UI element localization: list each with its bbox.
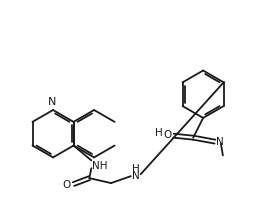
Text: N: N xyxy=(48,97,56,107)
Text: N: N xyxy=(132,171,140,181)
Text: H: H xyxy=(155,128,163,138)
Text: O: O xyxy=(163,130,172,140)
Text: NH: NH xyxy=(92,161,108,171)
Text: N: N xyxy=(216,137,224,147)
Text: O: O xyxy=(62,180,70,190)
Text: H: H xyxy=(132,164,140,174)
